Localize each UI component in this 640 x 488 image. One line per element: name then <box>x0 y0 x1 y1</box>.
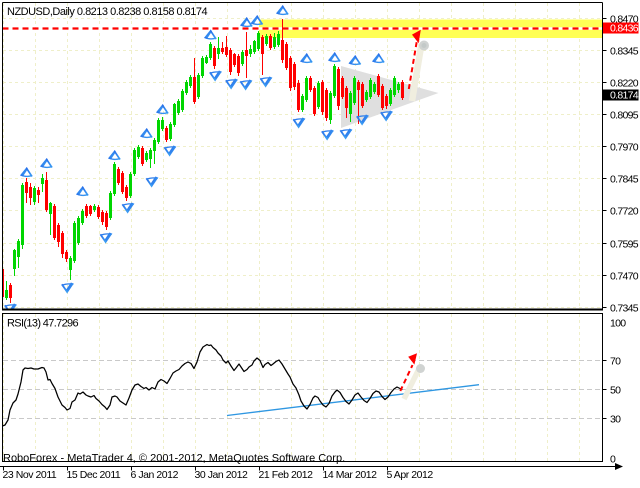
svg-text:0.8436: 0.8436 <box>610 23 639 35</box>
svg-text:0.7970: 0.7970 <box>610 142 639 154</box>
svg-text:100: 100 <box>610 318 626 330</box>
svg-text:0.7345: 0.7345 <box>610 303 639 315</box>
svg-text:15 Dec 2011: 15 Dec 2011 <box>67 469 121 481</box>
svg-text:6 Jan 2012: 6 Jan 2012 <box>131 469 179 481</box>
svg-text:0.8174: 0.8174 <box>610 90 639 102</box>
svg-text:NZDUSD,Daily 0.8213 0.8238 0.: NZDUSD,Daily 0.8213 0.8238 0.8158 0.8174 <box>7 6 208 18</box>
svg-text:0.7470: 0.7470 <box>610 271 639 283</box>
svg-text:0: 0 <box>610 454 616 466</box>
svg-text:70: 70 <box>610 356 621 368</box>
svg-text:0.7845: 0.7845 <box>610 174 639 186</box>
svg-text:RoboForex - MetaTrader 4, © 20: RoboForex - MetaTrader 4, © 2001-2012, M… <box>3 453 345 465</box>
svg-text:0.8345: 0.8345 <box>610 46 639 58</box>
svg-text:21 Feb 2012: 21 Feb 2012 <box>259 469 314 481</box>
svg-text:5 Apr 2012: 5 Apr 2012 <box>387 469 434 481</box>
svg-text:0.8220: 0.8220 <box>610 78 639 90</box>
svg-text:0.8095: 0.8095 <box>610 110 639 122</box>
svg-text:14 Mar 2012: 14 Mar 2012 <box>323 469 378 481</box>
svg-text:0.7595: 0.7595 <box>610 239 639 251</box>
svg-text:0.8470: 0.8470 <box>610 14 639 26</box>
svg-text:30 Jan 2012: 30 Jan 2012 <box>195 469 248 481</box>
svg-text:0.7720: 0.7720 <box>610 206 639 218</box>
svg-text:30: 30 <box>610 414 621 426</box>
svg-text:23 Nov 2011: 23 Nov 2011 <box>3 469 57 481</box>
svg-text:50: 50 <box>610 385 621 397</box>
svg-text:RSI(13) 47.7296: RSI(13) 47.7296 <box>7 318 78 330</box>
